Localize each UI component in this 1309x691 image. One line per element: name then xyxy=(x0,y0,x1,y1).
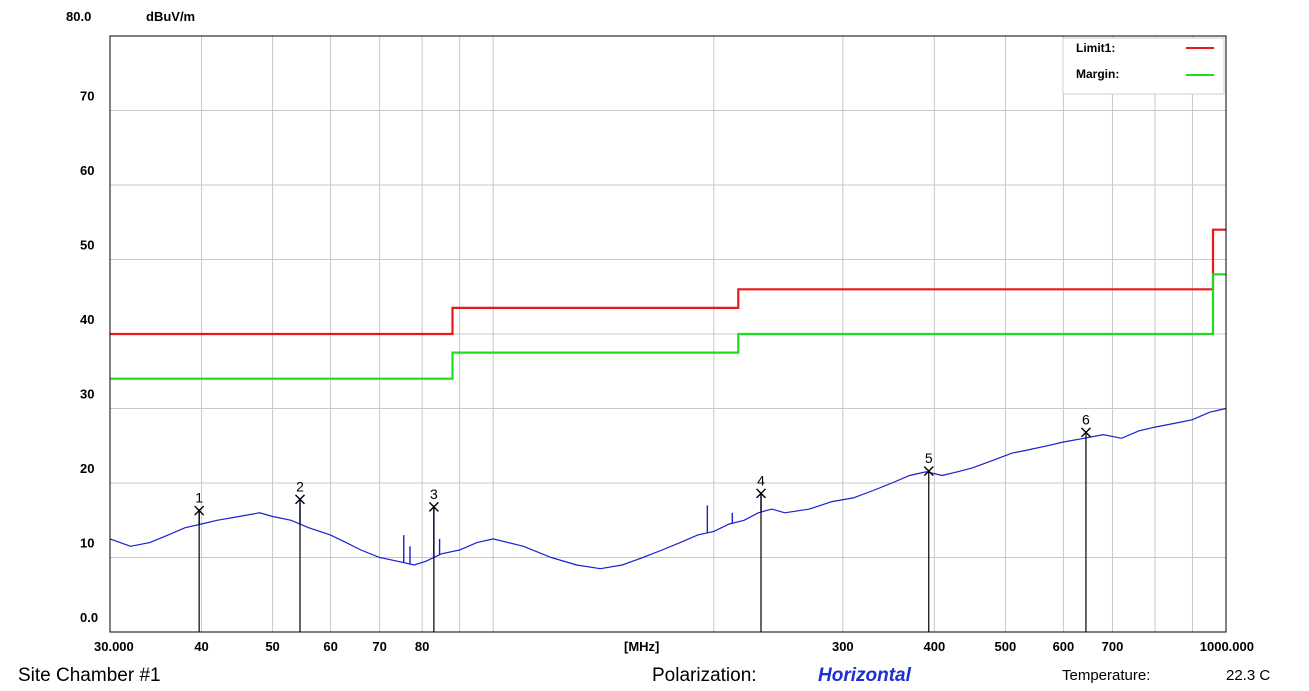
measurement-trace xyxy=(109,407,1227,570)
y-tick-labels: 0.0 10 20 30 40 50 60 70 xyxy=(80,89,98,626)
marker-label: 4 xyxy=(757,472,765,488)
y-tick-label: 20 xyxy=(80,461,94,476)
x-tick-label: 300 xyxy=(832,639,854,654)
marker-label: 1 xyxy=(195,490,203,506)
y-tick-label: 50 xyxy=(80,238,94,253)
x-tick-label: 80 xyxy=(415,639,429,654)
y-tick-label: 70 xyxy=(80,89,94,104)
legend-label-margin: Margin: xyxy=(1076,67,1119,81)
x-tick-label: 30.000 xyxy=(94,639,134,654)
x-tick-label: 700 xyxy=(1102,639,1124,654)
temperature-label: Temperature: xyxy=(1062,667,1151,684)
x-tick-label: 1000.000 xyxy=(1200,639,1254,654)
marker-label: 2 xyxy=(296,478,304,494)
y-tick-label: 60 xyxy=(80,163,94,178)
y-tick-label: 30 xyxy=(80,387,94,402)
y-tick-label: 0.0 xyxy=(80,610,98,625)
x-tick-label: 50 xyxy=(265,639,279,654)
marker-x xyxy=(194,505,205,516)
emission-chart: 1 2 3 4 5 6 0.0 10 20 30 40 50 60 70 30.000 40 50 60 70 8… xyxy=(66,9,1254,654)
y-axis-unit: dBuV/m xyxy=(146,9,195,24)
y-axis-top-value: 80.0 xyxy=(66,9,91,24)
footer-bar: Site Chamber #1 Polarization: Horizontal… xyxy=(0,658,1309,691)
x-tick-label: 500 xyxy=(995,639,1017,654)
legend: Limit1: Margin: xyxy=(1062,37,1225,95)
markers-group: 1 2 3 4 5 6 xyxy=(194,411,1091,632)
x-tick-label: 400 xyxy=(924,639,946,654)
x-tick-labels: 30.000 40 50 60 70 80 300 400 500 600 700 1000.000 xyxy=(94,639,1254,654)
marker-label: 6 xyxy=(1082,411,1090,427)
legend-label-limit: Limit1: xyxy=(1076,41,1115,55)
site-label: Site Chamber #1 xyxy=(18,665,161,686)
x-tick-label: 60 xyxy=(323,639,337,654)
marker-x xyxy=(756,488,767,499)
polarization-value: Horizontal xyxy=(818,665,911,686)
limit-line xyxy=(110,228,1226,336)
marker-label: 3 xyxy=(430,486,438,502)
marker-x xyxy=(1080,427,1091,438)
temperature-value: 22.3 C xyxy=(1226,667,1271,684)
x-tick-label: 40 xyxy=(194,639,208,654)
marker-x xyxy=(295,494,305,505)
marker-label: 5 xyxy=(925,450,933,466)
marker-x xyxy=(428,501,439,512)
x-axis-unit: [MHz] xyxy=(624,639,659,654)
y-tick-label: 10 xyxy=(80,536,94,551)
polarization-label: Polarization: xyxy=(652,665,757,686)
margin-line xyxy=(110,273,1226,380)
x-tick-label: 70 xyxy=(372,639,386,654)
y-tick-label: 40 xyxy=(80,312,94,327)
plot-frame xyxy=(109,35,1227,633)
x-tick-label: 600 xyxy=(1053,639,1075,654)
marker-x xyxy=(923,466,934,477)
